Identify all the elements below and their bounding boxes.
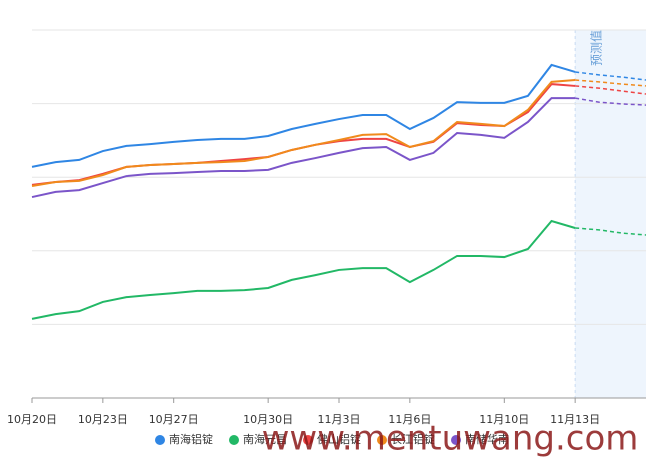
x-tick-label: 11月3日 bbox=[318, 413, 361, 426]
series-line bbox=[31, 83, 576, 186]
forecast-line bbox=[575, 71, 646, 81]
forecast-region bbox=[575, 30, 646, 398]
x-tick-label: 10月20日 bbox=[7, 413, 57, 426]
forecast-line bbox=[575, 85, 646, 95]
x-tick-label: 10月30日 bbox=[243, 413, 293, 426]
x-tick-label: 10月27日 bbox=[149, 413, 199, 426]
legend-marker bbox=[155, 435, 165, 445]
legend-label: 南储华南 bbox=[465, 432, 509, 446]
series-line bbox=[31, 63, 576, 168]
series-line bbox=[31, 97, 576, 199]
x-tick-label: 11月6日 bbox=[388, 413, 431, 426]
legend: 南海铝锭 南海元昌 佛山铝锭 长江铝锭 南储华南 bbox=[155, 432, 509, 446]
legend-label: 南海元昌 bbox=[243, 432, 287, 446]
legend-marker bbox=[303, 435, 313, 445]
series-line bbox=[31, 79, 576, 188]
forecast-line bbox=[575, 79, 646, 87]
legend-label: 南海铝锭 bbox=[169, 432, 213, 446]
legend-marker bbox=[377, 435, 387, 445]
x-tick-label: 11月10日 bbox=[479, 413, 529, 426]
legend-marker bbox=[229, 435, 239, 445]
series-line bbox=[31, 219, 576, 320]
forecast-line bbox=[575, 97, 646, 106]
legend-label: 长江铝锭 bbox=[391, 432, 435, 446]
forecast-label: 预测值 bbox=[589, 30, 604, 66]
watermark: www.mentuwang.com bbox=[262, 419, 639, 459]
legend-marker bbox=[451, 435, 461, 445]
x-tick-label: 10月23日 bbox=[78, 413, 128, 426]
forecast-line bbox=[575, 227, 646, 236]
x-tick-label: 11月13日 bbox=[550, 413, 600, 426]
legend-label: 佛山铝锭 bbox=[317, 432, 361, 446]
